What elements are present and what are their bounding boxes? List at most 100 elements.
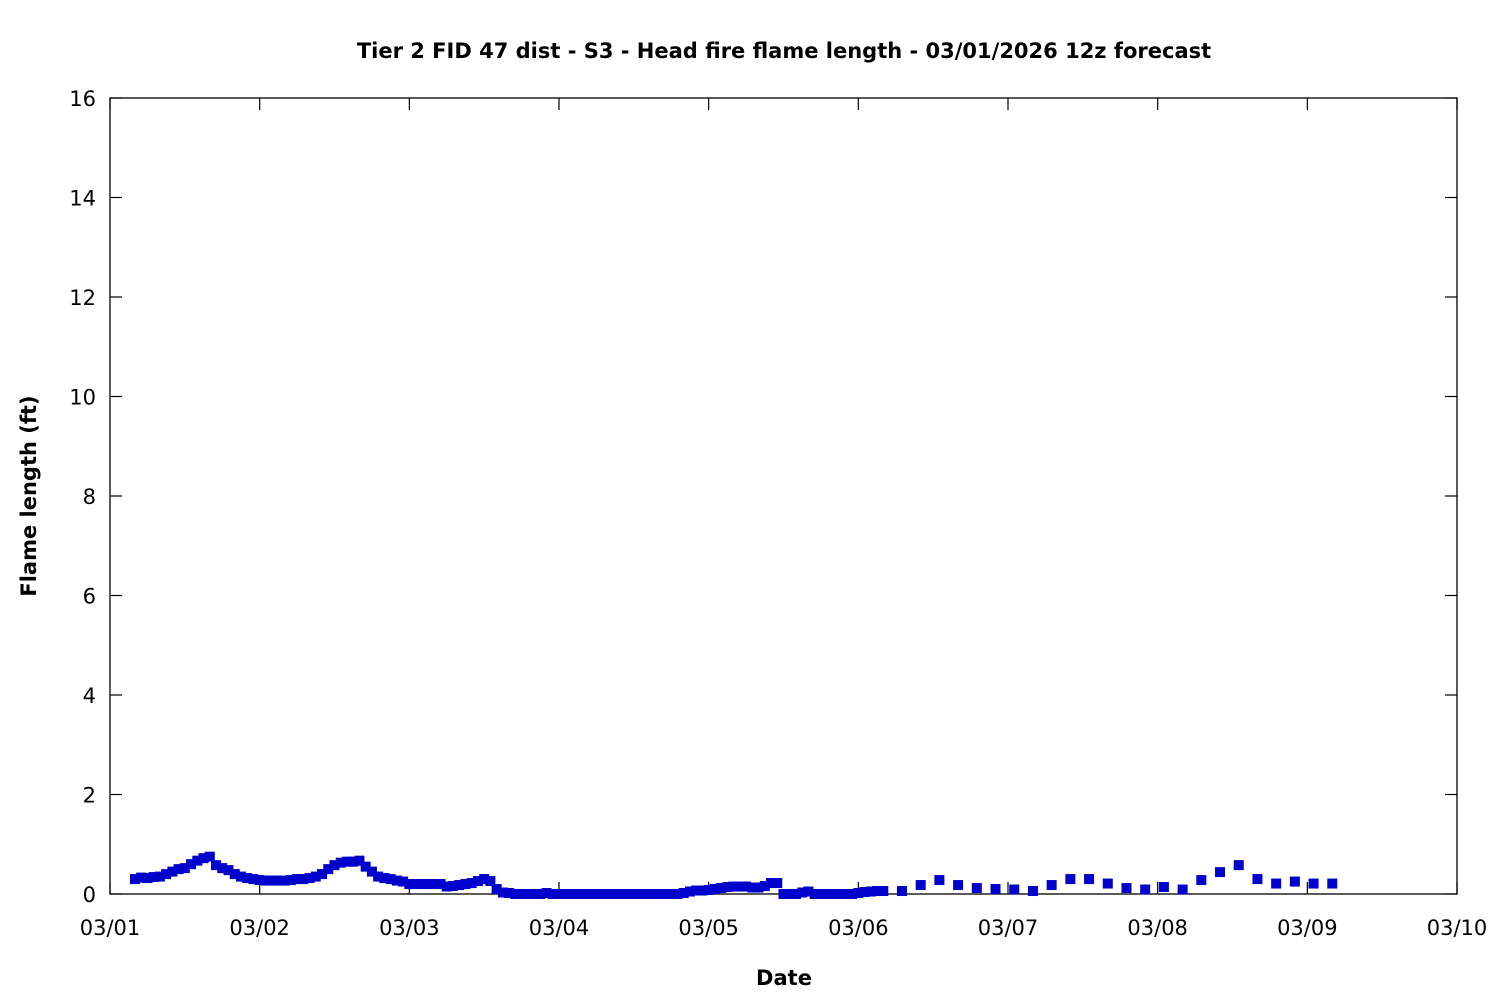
- data-point: [161, 869, 172, 880]
- data-point: [722, 882, 733, 893]
- x-tick-label: 03/01: [80, 916, 141, 940]
- data-point: [435, 879, 446, 890]
- data-point: [1215, 867, 1226, 878]
- data-point: [504, 888, 515, 899]
- data-point: [348, 856, 359, 867]
- data-point: [591, 889, 602, 899]
- data-point: [535, 889, 546, 899]
- data-point: [678, 888, 689, 899]
- x-tick-label: 03/08: [1127, 916, 1188, 940]
- data-point: [154, 871, 165, 882]
- data-point: [1289, 876, 1300, 887]
- data-point: [1252, 874, 1263, 885]
- data-point: [578, 889, 589, 899]
- data-point: [248, 874, 259, 885]
- data-point: [953, 880, 964, 891]
- data-point: [254, 875, 265, 886]
- data-point: [865, 886, 876, 897]
- x-tick-label: 03/10: [1427, 916, 1488, 940]
- x-tick-label: 03/07: [978, 916, 1039, 940]
- data-point: [541, 888, 552, 899]
- data-point: [872, 886, 883, 897]
- data-point: [741, 881, 752, 892]
- chart-title: Tier 2 FID 47 dist - S3 - Head fire flam…: [357, 39, 1211, 63]
- data-point: [753, 882, 764, 893]
- y-tick-label: 6: [83, 585, 96, 609]
- data-point: [366, 866, 377, 877]
- data-point: [803, 886, 814, 897]
- data-point: [616, 889, 627, 899]
- data-point: [273, 875, 284, 886]
- data-point: [635, 889, 646, 899]
- x-tick-label: 03/06: [828, 916, 889, 940]
- data-point: [136, 872, 147, 883]
- data-point: [304, 873, 315, 884]
- data-point: [840, 889, 851, 899]
- data-point: [603, 889, 614, 899]
- data-point: [323, 864, 334, 875]
- data-point: [853, 888, 864, 899]
- y-tick-label: 14: [69, 187, 96, 211]
- data-point: [229, 869, 240, 880]
- data-point: [416, 879, 427, 890]
- data-point: [628, 889, 639, 899]
- data-point: [335, 857, 346, 868]
- data-point: [479, 874, 490, 885]
- data-point: [1271, 878, 1282, 889]
- data-point: [1327, 878, 1338, 889]
- data-point: [454, 880, 465, 891]
- data-point: [447, 881, 458, 892]
- data-point: [1308, 878, 1319, 889]
- data-point: [279, 875, 290, 886]
- data-point: [610, 889, 621, 899]
- data-point: [759, 881, 770, 892]
- data-point: [666, 889, 677, 899]
- x-tick-label: 03/09: [1277, 916, 1338, 940]
- data-point: [360, 861, 371, 872]
- data-point: [778, 889, 789, 899]
- data-point: [516, 889, 527, 899]
- data-point: [179, 863, 190, 874]
- data-point: [790, 889, 801, 899]
- data-point: [167, 866, 178, 877]
- data-point: [1177, 884, 1188, 895]
- data-point: [223, 865, 234, 876]
- data-point: [653, 889, 664, 899]
- data-point: [1196, 875, 1207, 886]
- data-point: [404, 879, 415, 890]
- data-point: [709, 884, 720, 895]
- data-point: [497, 887, 508, 898]
- data-point: [641, 889, 652, 899]
- data-point: [1065, 874, 1076, 885]
- data-point: [204, 851, 215, 862]
- data-point: [1046, 880, 1057, 891]
- data-point: [173, 864, 184, 875]
- x-tick-label: 03/04: [529, 916, 590, 940]
- data-point: [341, 856, 352, 867]
- data-point: [410, 879, 421, 890]
- data-point: [267, 875, 278, 886]
- data-point: [1158, 882, 1169, 893]
- data-point: [391, 875, 402, 886]
- data-point: [672, 889, 683, 899]
- data-point: [529, 889, 540, 899]
- data-point: [809, 889, 820, 899]
- data-point: [1121, 883, 1132, 894]
- data-point: [235, 871, 246, 882]
- data-point: [684, 886, 695, 897]
- data-point: [934, 875, 945, 886]
- data-point: [990, 884, 1001, 895]
- data-point: [1027, 886, 1038, 897]
- data-point: [211, 860, 222, 871]
- data-point: [398, 876, 409, 887]
- data-point: [373, 871, 384, 882]
- data-point: [522, 889, 533, 899]
- data-point: [622, 889, 633, 899]
- y-tick-label: 0: [83, 883, 96, 907]
- data-point: [915, 880, 926, 891]
- data-point: [697, 885, 708, 896]
- data-point: [766, 878, 777, 889]
- data-point: [298, 874, 309, 885]
- data-point: [385, 874, 396, 885]
- data-point: [466, 878, 477, 889]
